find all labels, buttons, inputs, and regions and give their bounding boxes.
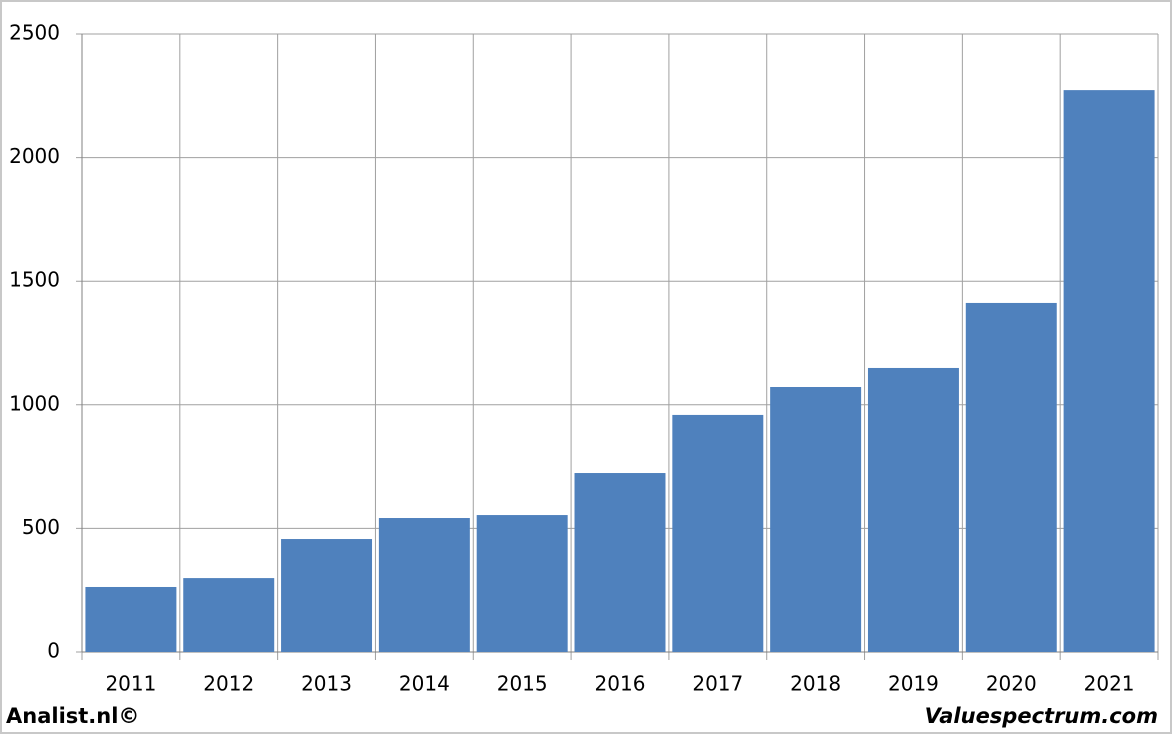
x-tick-label: 2019 [888,672,939,696]
x-tick-label: 2013 [301,672,352,696]
x-tick-label: 2017 [692,672,743,696]
bar [85,586,177,652]
source-left: Analist.nl© [6,704,139,728]
x-tick-label: 2015 [497,672,548,696]
x-tick-label: 2021 [1084,672,1135,696]
bar [281,539,373,652]
bar [476,515,568,652]
bar [183,578,275,652]
x-tick-label: 2016 [595,672,646,696]
x-tick-label: 2012 [203,672,254,696]
x-tick-label: 2018 [790,672,841,696]
y-tick-label: 1000 [9,391,60,415]
x-tick-label: 2011 [105,672,156,696]
y-tick-label: 1500 [9,268,60,292]
bar [574,473,666,652]
x-tick-label: 2014 [399,672,450,696]
bar [867,367,959,652]
y-tick-label: 500 [22,515,60,539]
source-right: Valuespectrum.com [925,704,1158,728]
bar [378,518,470,652]
bar [1063,90,1155,653]
y-tick-label: 0 [47,639,60,663]
y-tick-label: 2500 [9,21,60,45]
y-tick-label: 2000 [9,144,60,168]
x-tick-label: 2020 [986,672,1037,696]
bar [672,414,764,652]
bar [965,302,1057,652]
bar [770,387,862,652]
